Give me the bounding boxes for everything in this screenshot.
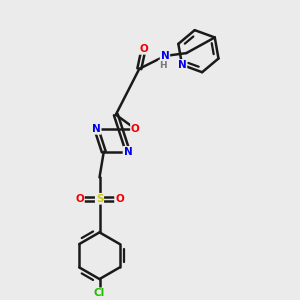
Text: H: H [159,61,167,70]
Text: O: O [115,194,124,204]
Text: N: N [178,60,186,70]
Text: O: O [131,124,140,134]
Text: S: S [96,194,103,204]
Text: Cl: Cl [94,288,105,298]
Text: N: N [124,147,132,157]
Text: O: O [139,44,148,54]
Text: O: O [75,194,84,204]
Text: N: N [160,51,169,61]
Text: N: N [92,124,101,134]
